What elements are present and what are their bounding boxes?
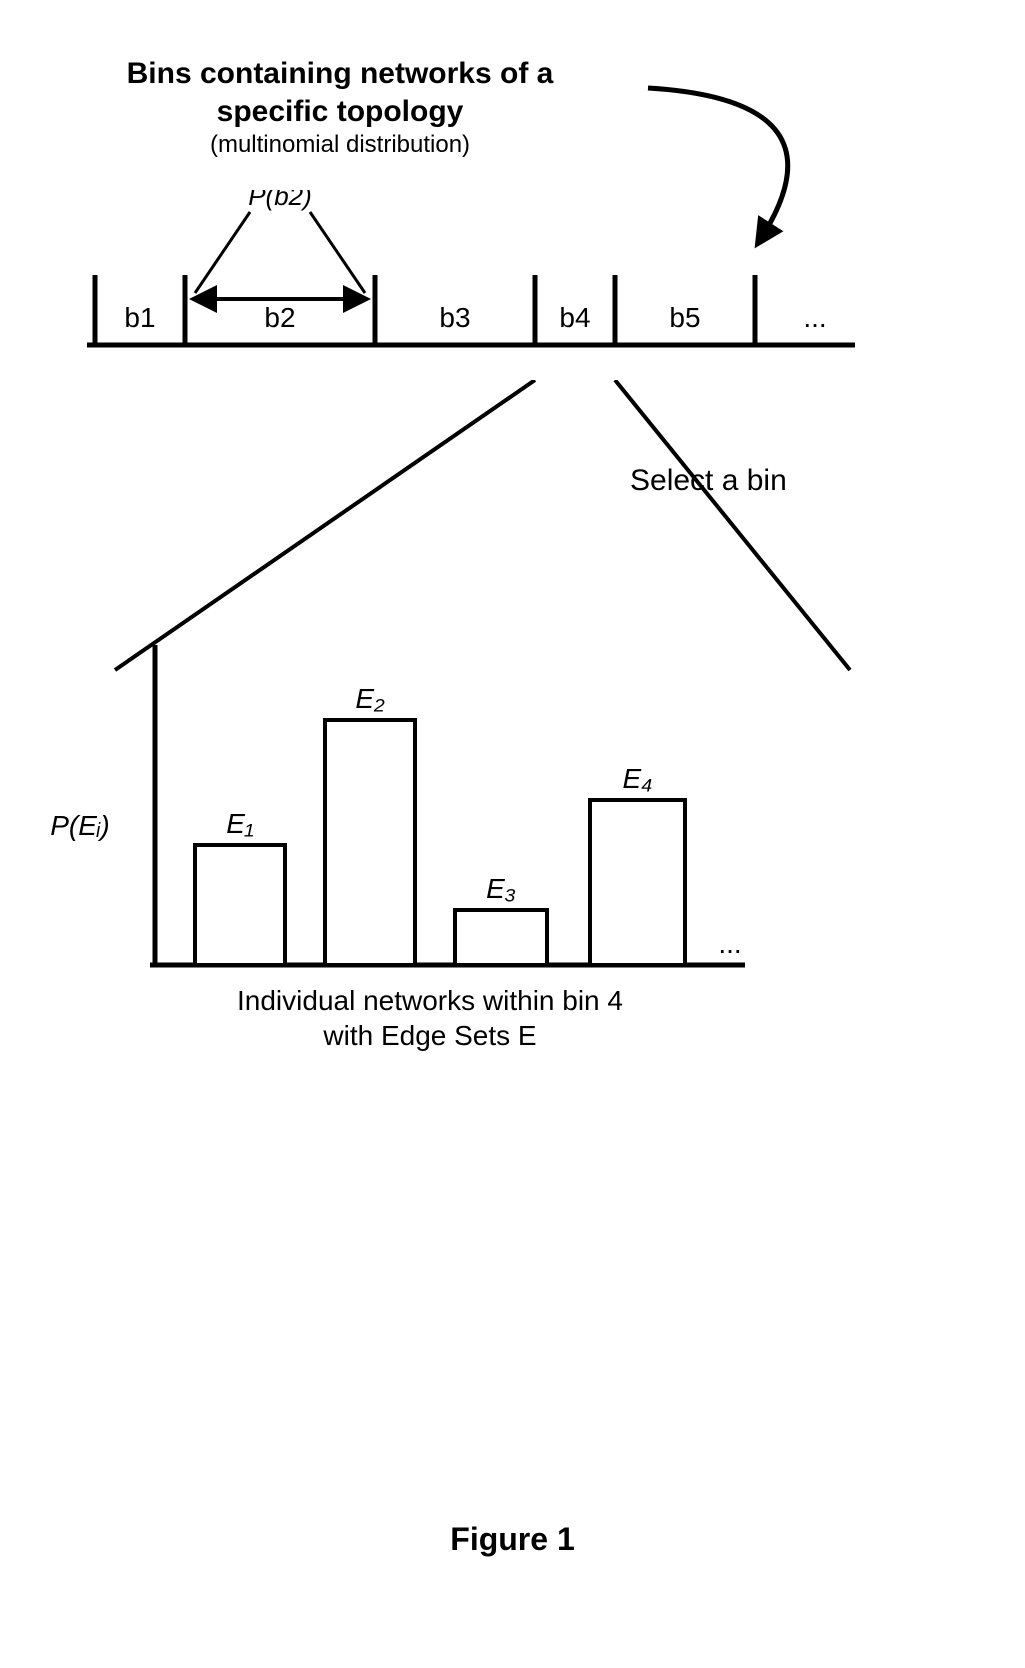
- svg-text:b2: b2: [264, 302, 295, 333]
- bar-chart-container: E₁ E₂ E₃ E₄... P(Eᵢ) Individual networks with…: [40, 615, 985, 1125]
- bin-row-container: b1 b2 b3 b4 b5... P(b2): [40, 190, 985, 380]
- svg-text:with Edge Sets E: with Edge Sets E: [322, 1020, 536, 1051]
- svg-text:E₂: E₂: [355, 683, 385, 714]
- svg-text:E₃: E₃: [486, 873, 516, 904]
- svg-text:E₁: E₁: [226, 808, 254, 839]
- figure-label: Figure 1: [0, 1521, 1025, 1558]
- svg-text:P(Eᵢ): P(Eᵢ): [50, 810, 110, 841]
- svg-text:...: ...: [803, 302, 826, 333]
- svg-text:E₄: E₄: [623, 763, 653, 794]
- svg-text:b3: b3: [439, 302, 470, 333]
- svg-text:Select a bin: Select a bin: [630, 464, 787, 497]
- svg-text:b4: b4: [559, 302, 590, 333]
- svg-text:b1: b1: [124, 302, 155, 333]
- svg-text:...: ...: [718, 928, 741, 959]
- svg-text:P(b2): P(b2): [248, 190, 312, 211]
- svg-text:Individual networks within bin: Individual networks within bin 4: [237, 985, 623, 1016]
- svg-text:b5: b5: [669, 302, 700, 333]
